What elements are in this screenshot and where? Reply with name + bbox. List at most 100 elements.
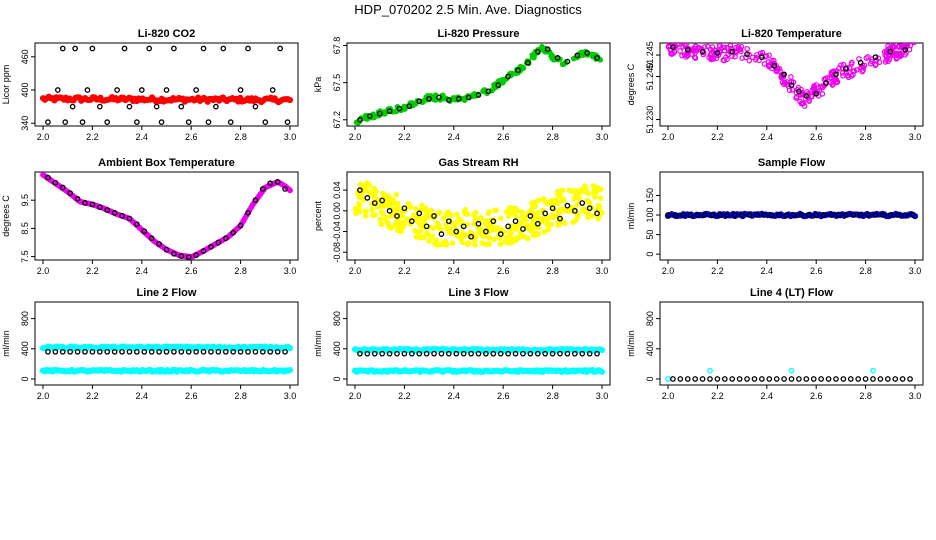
data-point — [806, 98, 812, 104]
data-point — [773, 376, 780, 382]
data-point — [426, 238, 432, 244]
data-point — [903, 50, 909, 56]
data-point — [729, 376, 736, 382]
data-point — [417, 234, 423, 241]
data-point — [134, 119, 140, 125]
data-point — [529, 220, 536, 227]
data-point — [594, 55, 600, 61]
data-point — [440, 215, 447, 222]
data-point — [894, 212, 901, 218]
data-point — [756, 57, 762, 64]
data-series — [39, 366, 294, 375]
data-point — [379, 350, 386, 357]
data-point — [535, 197, 542, 204]
data-point — [393, 191, 400, 198]
data-series — [357, 350, 600, 357]
data-point — [222, 235, 229, 242]
data-point — [405, 200, 412, 207]
data-point — [431, 95, 437, 102]
chart-panel: Line 4 (LT) Flow ml/min 2.0 2.2 2.4 2.6 2.8 3.0… — [626, 287, 924, 401]
data-point — [416, 210, 423, 217]
data-point — [809, 93, 815, 100]
data-point — [445, 209, 452, 216]
x-tick-label: 2.8 — [234, 391, 247, 401]
data-point — [545, 226, 552, 233]
data-point — [362, 208, 369, 214]
data-point — [475, 350, 482, 357]
data-point — [865, 212, 871, 218]
data-point — [574, 214, 581, 220]
x-tick-label: 2.8 — [859, 266, 872, 276]
x-tick-label: 2.6 — [810, 132, 823, 142]
data-point — [513, 237, 519, 243]
data-point — [594, 210, 600, 217]
data-point — [286, 96, 294, 104]
x-tick-label: 2.8 — [234, 266, 247, 276]
data-point — [902, 47, 908, 53]
data-point — [193, 252, 199, 259]
data-point — [386, 108, 393, 114]
x-tick-label: 2.4 — [761, 132, 774, 142]
data-point — [479, 240, 485, 246]
data-point — [549, 53, 556, 59]
data-point — [401, 205, 408, 212]
data-point — [245, 210, 251, 216]
data-point — [909, 212, 916, 218]
data-point — [840, 376, 847, 382]
data-point — [213, 103, 219, 110]
data-point — [725, 51, 732, 58]
data-point — [252, 197, 259, 204]
data-point — [846, 69, 852, 76]
data-point — [592, 194, 598, 200]
data-point — [440, 95, 447, 102]
data-point — [736, 376, 743, 382]
data-point — [497, 241, 504, 247]
data-point — [352, 205, 359, 212]
data-point — [267, 180, 274, 187]
data-point — [589, 213, 596, 219]
data-point — [744, 51, 750, 58]
data-point — [788, 74, 794, 80]
plot-frame — [34, 171, 299, 261]
data-point — [252, 348, 259, 355]
data-point — [215, 348, 222, 355]
data-point — [699, 376, 706, 382]
data-point — [833, 71, 839, 78]
data-point — [707, 367, 713, 374]
data-point — [542, 199, 549, 205]
data-point — [89, 201, 96, 208]
data-point — [833, 376, 839, 382]
data-point — [851, 68, 857, 74]
data-point — [200, 45, 207, 52]
data-point — [156, 348, 162, 355]
x-tick-label: 2.2 — [398, 391, 411, 401]
data-point — [714, 50, 721, 56]
data-point — [818, 376, 824, 382]
data-point — [529, 54, 536, 61]
data-point — [424, 231, 431, 237]
chart-panel: Sample Flow ml/min 2.0 2.2 2.4 2.6 2.8 3.0 0 50 10… — [626, 157, 924, 276]
data-point — [516, 234, 523, 240]
x-tick-label: 2.8 — [546, 266, 559, 276]
data-point — [844, 64, 850, 71]
data-point — [89, 348, 96, 355]
data-point — [134, 221, 140, 228]
y-tick-label: 150 — [645, 188, 655, 203]
data-point — [705, 43, 711, 50]
data-point — [465, 94, 472, 101]
y-tick-label: 0 — [645, 376, 655, 381]
data-series — [665, 212, 916, 218]
data-point — [897, 50, 903, 57]
data-series — [45, 348, 288, 355]
data-point — [798, 100, 805, 107]
data-point — [59, 45, 66, 52]
x-tick-label: 2.0 — [662, 132, 675, 142]
data-point — [520, 226, 526, 232]
data-point — [872, 54, 879, 61]
data-point — [394, 213, 400, 219]
plot-area — [351, 345, 606, 376]
y-tick-label: 800 — [20, 311, 30, 326]
data-point — [460, 350, 467, 357]
data-point — [259, 348, 266, 355]
data-point — [378, 209, 385, 215]
